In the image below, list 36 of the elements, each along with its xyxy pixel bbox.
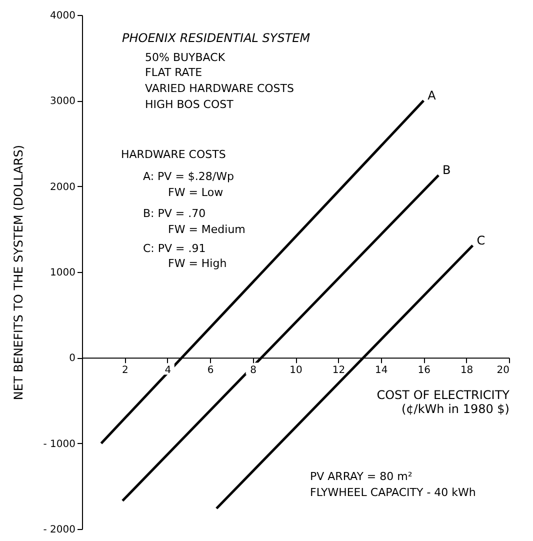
x-tick-label: 18 <box>460 365 474 376</box>
series-label: A <box>428 88 437 103</box>
x-tick-label: 4 <box>164 365 172 376</box>
text: PHOENIX RESIDENTIAL SYSTEM <box>122 31 311 45</box>
annotation: 50% BUYBACK <box>145 51 226 64</box>
annotation: A: PV = $.28/Wp <box>143 170 234 183</box>
y-axis-title: NET BENEFITS TO THE SYSTEM (DOLLARS) <box>11 144 26 400</box>
annotation: B: PV = .70 <box>143 207 206 220</box>
y-tick-label: 1000 <box>50 268 76 278</box>
x-tick-label: 12 <box>332 365 346 376</box>
y-tick-label: 2000 <box>50 182 76 193</box>
annotation: HARDWARE COSTS <box>121 148 226 161</box>
y-tick-label: - 1000 <box>43 438 76 450</box>
annotation: C: PV = .91 <box>143 242 206 255</box>
x-tick-label: 10 <box>290 365 302 376</box>
annotation: FW = Medium <box>168 223 246 236</box>
y-tick-label: - 2000 <box>43 524 76 536</box>
y-tick-label: 3000 <box>50 96 76 108</box>
x-tick-label: 20 <box>496 365 510 376</box>
annotation: VARIED HARDWARE COSTS <box>145 82 294 95</box>
annotation: FW = High <box>168 257 227 270</box>
x-axis-title: COST OF ELECTRICITY (¢/kWh in 1980 $) <box>376 388 510 416</box>
y-tick-label: 0 <box>69 353 76 364</box>
x-tick-label: 16 <box>418 365 430 376</box>
annotation: FW = Low <box>168 186 224 199</box>
x-tick-label: 6 <box>207 365 214 376</box>
series-label: C <box>476 233 486 248</box>
series-label: B <box>442 163 451 178</box>
x-tick-label: 8 <box>250 365 256 376</box>
annotation: PV ARRAY = 80 m² <box>310 470 412 483</box>
annotation: HIGH BOS COST <box>145 98 234 111</box>
annotation: FLYWHEEL CAPACITY - 40 kWh <box>310 486 476 499</box>
x-tick-label: 14 <box>375 365 388 376</box>
y-tick-label: 4000 <box>50 10 76 22</box>
annotation: FLAT RATE <box>145 66 202 79</box>
x-tick-label: 2 <box>122 365 128 376</box>
